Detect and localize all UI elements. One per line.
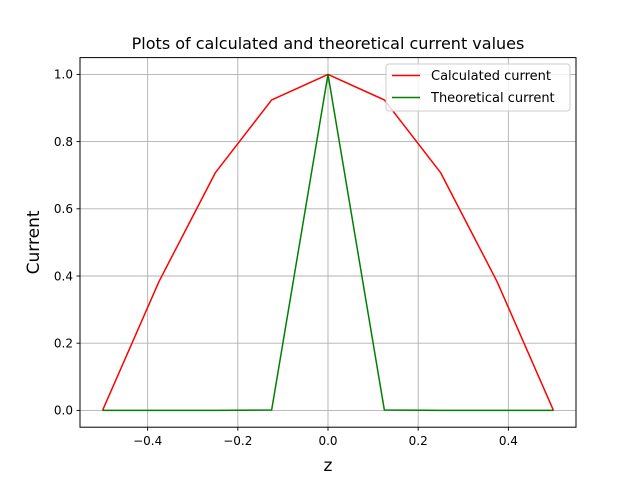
legend: Calculated current Theoretical current [385,63,571,112]
legend-box [385,63,571,112]
y-tick-label: 0.6 [54,202,73,216]
x-axis-title: z [324,456,333,476]
chart-title: Plots of calculated and theoretical curr… [132,34,525,53]
y-axis-title: Current [24,210,44,274]
x-tick-label: 0.0 [318,434,337,448]
x-tick-label: −0.2 [223,434,252,448]
series-lines [101,73,555,412]
y-tick-label: 1.0 [54,68,73,82]
x-tick-label: −0.4 [133,434,162,448]
y-tick-label: 0.0 [54,404,73,418]
series-line-theoretical [102,73,554,412]
legend-label-calculated: Calculated current [431,69,551,84]
x-tick-label: 0.2 [409,434,428,448]
y-tick-label: 0.2 [54,337,73,351]
y-tick-label: 0.8 [54,135,73,149]
ticks: −0.4 −0.2 0.0 0.2 0.4 0.0 0.2 0.4 0.6 0.8 1.0 [54,68,518,449]
legend-label-theoretical: Theoretical current [430,91,555,106]
y-tick-label: 0.4 [54,269,73,283]
x-tick-label: 0.4 [499,434,518,448]
